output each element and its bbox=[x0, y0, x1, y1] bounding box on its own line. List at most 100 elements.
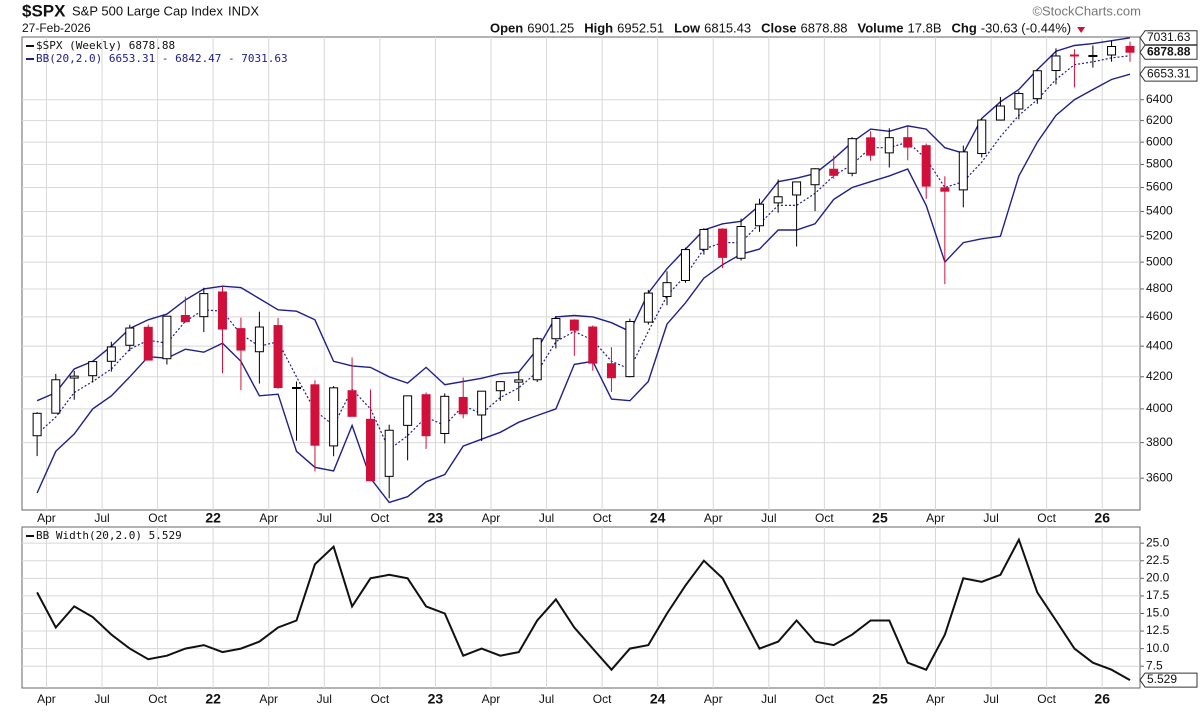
x-tick-label: Jul bbox=[539, 511, 554, 525]
candle-body bbox=[754, 203, 764, 227]
candle-body bbox=[958, 151, 968, 191]
candle-body bbox=[569, 319, 579, 331]
symbol: $SPX bbox=[22, 1, 66, 20]
plot-area bbox=[21, 36, 1141, 511]
index-name: S&P 500 Large Cap Index bbox=[72, 3, 223, 18]
x-tick-label: 24 bbox=[650, 510, 666, 526]
quote-value: 6878.88 bbox=[801, 20, 848, 35]
x-tick-label: Apr bbox=[704, 692, 723, 706]
candle-body bbox=[736, 225, 746, 259]
bollinger-lower bbox=[36, 73, 1131, 504]
candle-body bbox=[1088, 54, 1098, 57]
y-tick-label: 4800 bbox=[1146, 281, 1173, 295]
x-tick-label: Jul bbox=[983, 692, 998, 706]
candle-body bbox=[254, 326, 264, 353]
candle-body bbox=[921, 145, 931, 187]
y-tick-label: 5000 bbox=[1146, 254, 1173, 268]
last-value-label: 5.529 bbox=[1147, 672, 1177, 686]
candle-body bbox=[236, 328, 246, 351]
candle-body bbox=[662, 282, 672, 298]
x-tick-label: Jul bbox=[761, 692, 776, 706]
x-tick-label: Oct bbox=[371, 511, 390, 525]
x-tick-label: Jul bbox=[317, 692, 332, 706]
y-tick-label: 6200 bbox=[1146, 113, 1173, 127]
quote-label: Open bbox=[490, 20, 523, 35]
y-tick-label: 4600 bbox=[1146, 309, 1173, 323]
x-tick-label: Oct bbox=[593, 511, 612, 525]
candle-body bbox=[421, 394, 431, 437]
y-tick-label: 15.0 bbox=[1146, 606, 1170, 620]
quote-label: Volume bbox=[858, 20, 904, 35]
candle-body bbox=[532, 338, 542, 381]
x-tick-label: 23 bbox=[428, 691, 444, 707]
candle-body bbox=[273, 325, 283, 389]
last-value-label: 6653.31 bbox=[1147, 66, 1191, 80]
x-tick-label: Apr bbox=[259, 692, 278, 706]
last-value-pointer bbox=[1139, 44, 1198, 60]
candle-body bbox=[866, 137, 876, 156]
exchange: INDX bbox=[228, 3, 259, 18]
x-tick-label: 22 bbox=[205, 691, 221, 707]
candle-body bbox=[847, 138, 857, 174]
y-tick-label: 20.0 bbox=[1146, 570, 1170, 584]
candle-body bbox=[32, 412, 42, 437]
y-tick-label: 7.5 bbox=[1146, 658, 1163, 672]
candle-body bbox=[810, 168, 820, 186]
candle-body bbox=[1051, 55, 1061, 72]
y-tick-label: 5800 bbox=[1146, 157, 1173, 171]
x-tick-label: Apr bbox=[704, 511, 723, 525]
y-tick-label: 3800 bbox=[1146, 435, 1173, 449]
x-tick-label: 24 bbox=[650, 691, 666, 707]
candle-body bbox=[1107, 46, 1117, 56]
y-tick-label: 5600 bbox=[1146, 180, 1173, 194]
down-arrow bbox=[1077, 27, 1086, 33]
quote-label: High bbox=[584, 20, 613, 35]
candle-body bbox=[106, 346, 116, 362]
x-tick-label: Oct bbox=[148, 692, 167, 706]
x-tick-label: 25 bbox=[872, 691, 888, 707]
x-tick-label: Oct bbox=[815, 511, 834, 525]
candle-body bbox=[477, 390, 487, 416]
candle-body bbox=[217, 291, 227, 330]
plot-area bbox=[21, 526, 1141, 689]
last-value-label: 6878.88 bbox=[1147, 44, 1191, 58]
source: ©StockCharts.com bbox=[1032, 3, 1141, 18]
candle-body bbox=[940, 187, 950, 192]
quote-value: 6952.51 bbox=[617, 20, 664, 35]
x-tick-label: Jul bbox=[317, 511, 332, 525]
quote-value: 17.8B bbox=[908, 20, 942, 35]
last-value-pointer bbox=[1139, 30, 1198, 46]
x-tick-label: Jul bbox=[983, 511, 998, 525]
legend-entry: BB(20,2.0) 6653.31 - 6842.47 - 7031.63 bbox=[36, 52, 288, 65]
x-tick-label: 23 bbox=[428, 510, 444, 526]
y-tick-label: 25.0 bbox=[1146, 535, 1170, 549]
y-tick-label: 12.5 bbox=[1146, 623, 1170, 637]
x-tick-label: Oct bbox=[593, 692, 612, 706]
x-tick-label: 26 bbox=[1094, 691, 1110, 707]
x-tick-label: Oct bbox=[1037, 692, 1056, 706]
candle-body bbox=[606, 363, 616, 379]
legend-entry: BB Width(20,2.0) 5.529 bbox=[36, 529, 182, 542]
candle-body bbox=[366, 418, 376, 482]
candle-body bbox=[1032, 70, 1042, 100]
candle-body bbox=[884, 137, 894, 154]
quote-bar: Open 6901.25 High 6952.51 Low 6815.43 Close 687… bbox=[490, 20, 1086, 35]
x-tick-label: Jul bbox=[94, 511, 109, 525]
bollinger-upper bbox=[36, 37, 1131, 402]
candle-body bbox=[143, 326, 153, 361]
quote-value: 6815.43 bbox=[704, 20, 751, 35]
x-tick-label: Jul bbox=[539, 692, 554, 706]
candle-body bbox=[1014, 93, 1024, 110]
y-tick-label: 4400 bbox=[1146, 338, 1173, 352]
candle-body bbox=[347, 390, 357, 417]
candle-body bbox=[551, 318, 561, 340]
x-tick-label: Oct bbox=[1037, 511, 1056, 525]
candle-body bbox=[180, 315, 190, 323]
x-tick-label: Jul bbox=[94, 692, 109, 706]
candle-body bbox=[199, 293, 209, 318]
candle-body bbox=[643, 292, 653, 323]
y-tick-label: 3600 bbox=[1146, 470, 1173, 484]
bb-width-line bbox=[36, 537, 1131, 681]
candle-body bbox=[403, 395, 413, 426]
candle-body bbox=[625, 321, 635, 378]
